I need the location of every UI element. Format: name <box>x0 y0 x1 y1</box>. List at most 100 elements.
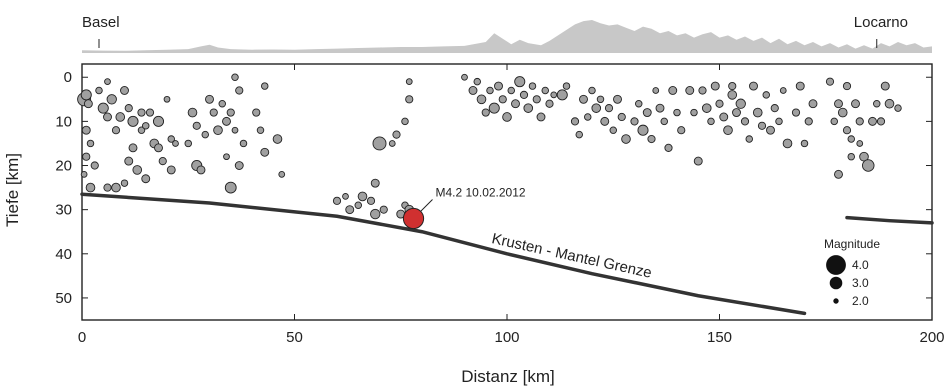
quake-point <box>842 126 852 135</box>
quake-point <box>234 161 244 170</box>
quake-point <box>851 99 860 109</box>
legend-entry-label-1: 3.0 <box>852 276 869 290</box>
x-tick-label: 100 <box>494 329 519 346</box>
legend: Magnitude 4.0 3.0 2.0 <box>824 237 880 308</box>
legend-title: Magnitude <box>824 237 880 251</box>
highlight-event-label: M4.2 10.02.2012 <box>436 185 526 199</box>
quake-point <box>855 117 864 126</box>
quake-point <box>127 115 139 127</box>
quake-point <box>486 86 494 95</box>
quake-point <box>82 152 91 161</box>
y-axis-title: Tiefe [km] <box>3 153 22 227</box>
quake-point <box>103 112 112 122</box>
quake-point <box>532 95 541 104</box>
y-tick-label: 10 <box>55 113 72 130</box>
quake-point <box>473 77 481 86</box>
quake-point <box>745 135 753 143</box>
quake-point <box>476 94 487 105</box>
quake-point <box>825 77 835 86</box>
topography-profile: Basel Locarno <box>82 14 932 53</box>
x-tick-label: 200 <box>919 329 944 346</box>
quake-point <box>261 82 269 90</box>
quake-point <box>192 121 201 130</box>
quake-point <box>856 140 864 147</box>
profile-label-1: Locarno <box>854 14 908 31</box>
quake-point <box>124 156 134 166</box>
quake-point <box>481 108 490 117</box>
quake-point <box>523 103 534 113</box>
quake-point <box>514 76 526 88</box>
legend-entry-label-0: 4.0 <box>852 258 869 272</box>
quake-point <box>727 90 738 100</box>
quake-point <box>141 174 151 184</box>
legend-marker-0 <box>826 255 846 275</box>
quake-point <box>830 117 838 126</box>
quake-point <box>652 87 660 94</box>
quake-point <box>528 82 537 90</box>
quake-point <box>187 107 198 118</box>
boundary-line-1 <box>845 215 934 225</box>
quake-point <box>388 140 396 147</box>
quake-point <box>536 112 546 122</box>
quake-point <box>575 130 583 139</box>
quake-point <box>647 134 656 144</box>
quake-point <box>604 104 614 113</box>
quake-point <box>728 81 737 91</box>
y-tick-label: 40 <box>55 246 72 263</box>
quake-point <box>562 82 571 90</box>
quake-point <box>252 108 261 117</box>
quake-point <box>757 121 767 130</box>
x-axis-title: Distanz [km] <box>461 367 555 386</box>
quake-point <box>707 117 715 126</box>
quake-point <box>617 112 626 122</box>
quake-point <box>80 170 88 178</box>
quake-point <box>231 73 239 81</box>
quake-point <box>740 117 750 126</box>
quake-point <box>732 108 741 118</box>
quake-point <box>664 143 673 152</box>
boundary-line-0 <box>80 192 807 316</box>
quake-point <box>372 136 387 151</box>
quake-point <box>154 143 163 153</box>
quake-point <box>97 102 109 114</box>
legend-marker-1 <box>829 276 843 290</box>
quake-point <box>873 99 881 108</box>
quake-point <box>677 126 686 135</box>
quake-point <box>779 87 787 94</box>
quake-point <box>213 125 223 136</box>
quake-point <box>104 78 111 86</box>
quake-point <box>184 139 192 148</box>
legend-entry-label-2: 2.0 <box>852 294 869 308</box>
quake-point <box>163 95 171 103</box>
quake-point <box>401 117 409 126</box>
quake-point <box>137 126 146 134</box>
quake-point <box>278 170 286 178</box>
quake-point <box>379 205 388 214</box>
quake-point <box>766 125 775 135</box>
quake-point <box>668 86 678 95</box>
quake-point <box>224 181 237 194</box>
highlight-leader-line <box>419 199 433 213</box>
quake-point <box>804 117 813 126</box>
quake-point <box>507 86 515 95</box>
quake-point <box>545 99 554 108</box>
quake-point <box>120 86 129 95</box>
quake-point <box>519 90 529 99</box>
quake-point <box>685 86 695 95</box>
quake-point <box>145 108 155 117</box>
quake-point <box>693 156 703 166</box>
quake-point <box>698 86 707 95</box>
quake-point <box>90 161 99 170</box>
topography-area <box>82 20 932 53</box>
quake-point <box>723 125 733 136</box>
quake-point <box>834 99 843 109</box>
quake-point <box>103 183 112 192</box>
quake-point <box>81 125 91 135</box>
earthquake-points: M4.2 10.02.2012 <box>77 73 902 230</box>
quake-point <box>166 165 176 175</box>
quake-point <box>570 117 580 126</box>
quake-point <box>222 116 231 126</box>
quake-point <box>272 134 283 144</box>
y-tick-label: 0 <box>64 69 72 86</box>
